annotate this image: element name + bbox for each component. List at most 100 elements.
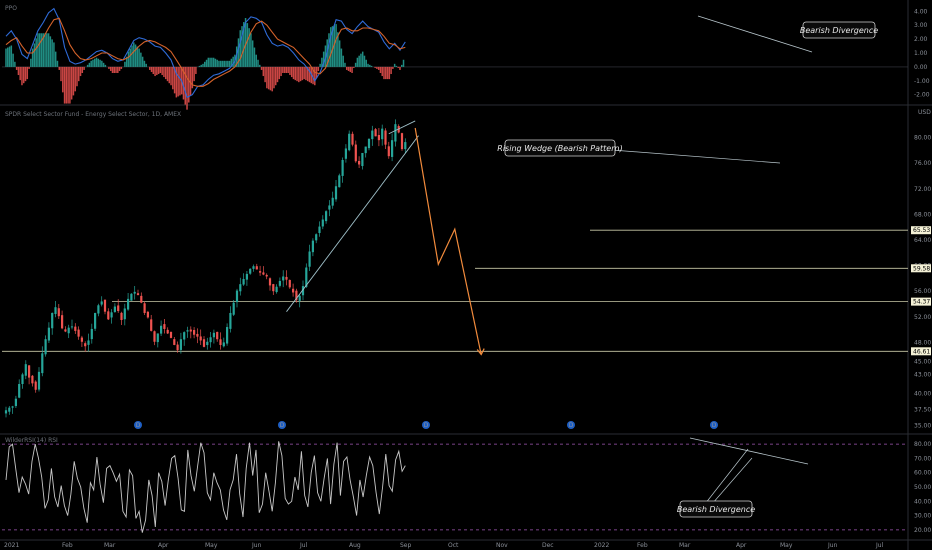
candle-body [206,341,209,346]
candle-body [381,128,384,140]
candle-body [84,343,87,347]
candle-body [255,266,258,270]
candle-body [103,299,107,312]
candle-body [298,295,301,301]
wedge-annotation-box [504,139,616,157]
candle-body [282,276,285,281]
candle-body [34,381,37,390]
candle-body [4,410,8,414]
candle-body [80,337,83,342]
price-y-tick: 72.00 [914,186,931,193]
price-y-tick: 40.00 [914,391,931,398]
candle-body [361,152,364,167]
dividend-marker [422,421,430,429]
candle-body [305,267,308,287]
candle-body [245,273,248,280]
candle-body [377,135,380,141]
time-axis-tick: Sep [400,542,412,549]
rsi-title: WilderRSI(14) RSI [5,437,58,444]
candle-body [235,290,239,303]
candle-body [57,308,60,317]
candle-body [384,130,387,145]
candle-body [31,375,34,384]
dividend-marker [134,421,142,429]
rsi-y-tick: 40.00 [914,498,931,505]
candle-body [321,219,324,227]
candle-body [77,329,80,337]
candle-body [212,332,215,338]
candle-body [341,160,344,176]
candle-body [222,342,225,347]
dividend-marker-label: D [569,422,574,429]
candle-body [97,305,100,314]
candle-body [156,333,159,343]
level-label: 46.61 [913,348,930,355]
dividend-marker-label: D [424,422,429,429]
candle-body [262,272,265,275]
candle-body [232,302,235,315]
candle-body [331,197,334,206]
level-label: 65.53 [913,227,930,234]
candle-body [186,330,189,332]
candle-body [315,234,318,241]
ppo-series-line-1 [5,17,406,87]
ppo-annotation-text: Bearish Divergence [800,26,878,35]
candle-body [301,286,305,296]
rsi-y-tick: 50.00 [914,484,931,491]
rsi-y-tick: 30.00 [914,513,931,520]
price-panel[interactable]: SPDR Select Sector Fund - Energy Select … [0,109,932,435]
candle-body [173,339,176,345]
candle-body [143,303,146,313]
ppo-y-tick: 4.00 [914,8,928,15]
candle-body [14,398,17,407]
wedge-annotation-text: Rising Wedge (Bearish Pattern) [497,144,622,153]
candle-body [166,329,169,334]
candle-body [348,133,351,151]
rsi-annotation-pointer [711,457,753,505]
rsi-y-tick: 80.00 [914,441,931,448]
candle-body [288,280,291,288]
candle-body [64,329,67,332]
time-axis[interactable]: 2021 Feb Mar Apr May Jun Jul Aug Sep Oct Nov Dec 202… [0,539,932,549]
level-tag [911,264,931,273]
time-axis-tick: Apr [736,542,747,549]
ppo-y-tick: 1.00 [914,50,928,57]
time-axis-tick: Mar [104,542,116,549]
price-y-tick: 80.00 [914,135,931,142]
candle-body [295,290,298,301]
rsi-panel[interactable]: WilderRSI(14) RSI 80.00 70.00 60.00 50.00 40.… [2,437,931,534]
candle-body [37,371,41,390]
candle-body [196,333,199,337]
ppo-title: PPO [5,5,17,12]
candle-body [371,130,374,140]
candle-body [229,312,232,329]
candle-body [44,339,47,355]
ppo-y-tick: 0.00 [914,64,928,71]
candle-body [169,331,173,338]
candle-body [176,344,179,351]
time-axis-tick: 2021 [4,542,19,549]
candle-body [242,279,245,285]
candle-body [24,364,27,376]
candle-body [54,307,57,314]
time-axis-tick: Jul [299,542,308,549]
dividend-marker-label: D [712,422,717,429]
time-axis-tick: Feb [637,542,648,549]
candle-body [308,251,311,267]
level-tag [911,226,931,235]
candle-body [47,327,50,341]
candle-body [136,293,140,296]
candle-body [374,129,377,137]
time-axis-tick: Jul [875,542,884,549]
level-label: 59.58 [913,265,930,272]
candle-body [216,331,219,340]
candle-body [110,312,113,318]
price-y-tick: 56.00 [914,288,931,295]
candle-body [318,226,321,233]
candle-body [146,311,149,318]
ppo-annotation-box [802,21,876,39]
wedge-upper-trendline [388,120,416,135]
wedge-annotation-pointer [611,149,781,164]
